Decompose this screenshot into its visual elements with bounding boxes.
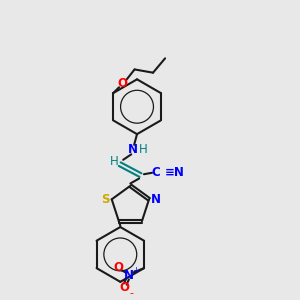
Text: C: C: [151, 166, 160, 179]
Text: ≡N: ≡N: [165, 166, 184, 179]
Text: +: +: [132, 266, 139, 274]
Text: -: -: [129, 288, 133, 298]
Text: H: H: [110, 155, 119, 168]
Text: O: O: [113, 261, 123, 274]
Text: S: S: [101, 193, 110, 206]
Text: O: O: [120, 281, 130, 294]
Text: O: O: [118, 77, 128, 90]
Text: N: N: [150, 193, 161, 206]
Text: N: N: [128, 142, 138, 156]
Text: N: N: [124, 269, 134, 282]
Text: H: H: [139, 142, 148, 156]
